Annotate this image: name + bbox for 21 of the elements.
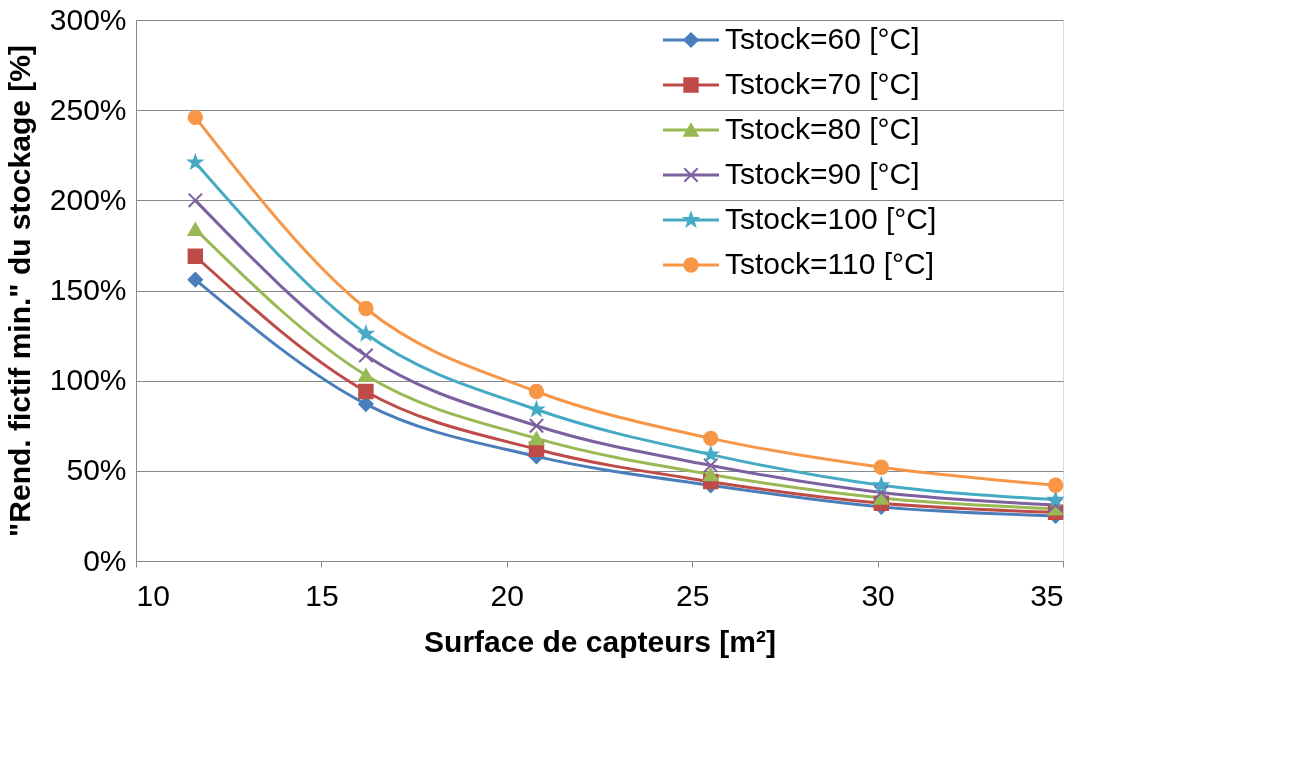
- legend-label: Tstock=60 [°C]: [725, 22, 920, 55]
- y-tick-label: 100%: [49, 363, 127, 397]
- legend-label: Tstock=90 [°C]: [725, 157, 920, 190]
- x-tick-label: 20: [490, 578, 524, 612]
- y-tick-label: 150%: [49, 273, 127, 306]
- legend-label: Tstock=110 [°C]: [725, 247, 935, 280]
- legend-label: Tstock=70 [°C]: [725, 67, 920, 100]
- x-tick-label: 10: [136, 578, 170, 612]
- x-tick-label: 30: [861, 578, 895, 612]
- y-axis-title: "Rend. fictif min." du stockage [%]: [2, 45, 36, 537]
- y-tick-label: 300%: [49, 2, 127, 36]
- y-tick-label: 200%: [49, 182, 127, 216]
- x-tick-label: 15: [305, 578, 339, 612]
- x-axis-title: Surface de capteurs [m²]: [424, 624, 776, 658]
- x-tick-label: 25: [676, 578, 710, 612]
- y-tick-label: 50%: [66, 453, 127, 487]
- legend-label: Tstock=100 [°C]: [725, 202, 937, 235]
- y-tick-label: 250%: [49, 92, 127, 126]
- y-tick-label: 0%: [83, 543, 127, 577]
- legend-label: Tstock=80 [°C]: [725, 112, 920, 145]
- x-tick-label: 35: [1030, 578, 1064, 612]
